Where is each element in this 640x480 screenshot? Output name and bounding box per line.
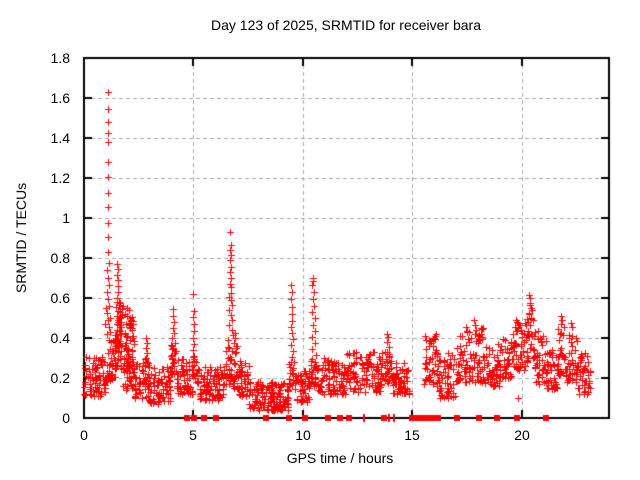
y-axis-label: SRMTID / TECUs: [13, 182, 29, 294]
y-tick-label: 0.4: [50, 330, 70, 346]
y-tick-label: 1.4: [50, 130, 70, 146]
y-tick-label: 1.2: [50, 170, 70, 186]
x-tick-label: 15: [404, 427, 420, 443]
y-tick-label: 1.8: [50, 50, 70, 66]
y-tick-label: 0.2: [50, 370, 70, 386]
y-tick-label: 0.8: [50, 250, 70, 266]
x-axis-label: GPS time / hours: [286, 450, 394, 466]
y-tick-label: 1: [62, 210, 70, 226]
x-tick-label: 20: [514, 427, 530, 443]
x-tick-label: 10: [295, 427, 311, 443]
y-tick-label: 0: [62, 410, 70, 426]
y-tick-label: 0.6: [50, 290, 70, 306]
x-tick-label: 5: [189, 427, 197, 443]
chart-title: Day 123 of 2025, SRMTID for receiver bar…: [210, 17, 482, 33]
x-tick-label: 0: [80, 427, 88, 443]
y-tick-label: 1.6: [50, 90, 70, 106]
